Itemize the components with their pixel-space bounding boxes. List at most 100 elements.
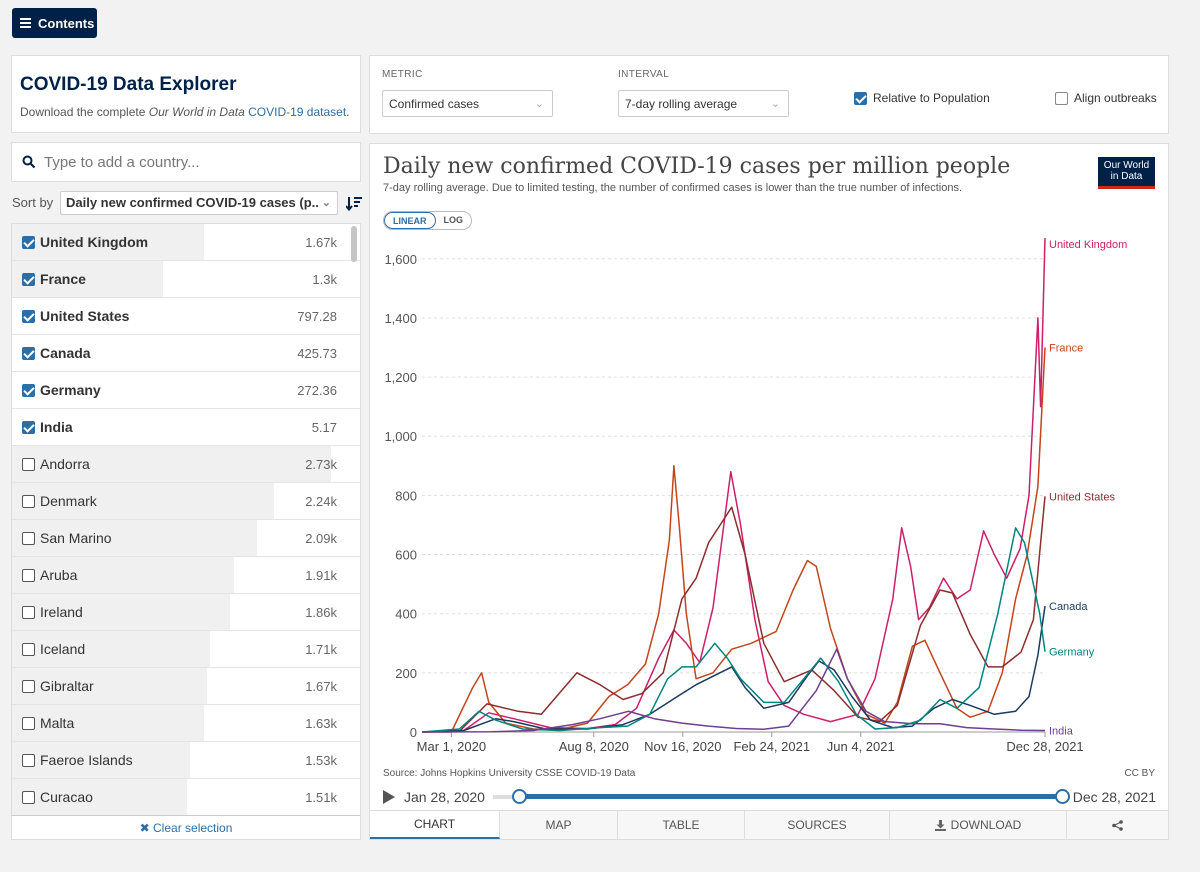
checkbox-checked-icon[interactable]: [22, 420, 35, 434]
checkbox-icon[interactable]: [22, 531, 35, 545]
share-button[interactable]: [1067, 811, 1168, 839]
interval-select[interactable]: 7-day rolling average ⌄: [618, 90, 789, 117]
checkbox-icon: [1055, 91, 1068, 105]
checkbox-icon[interactable]: [22, 753, 35, 767]
align-label: Align outbreaks: [1074, 91, 1157, 105]
country-row[interactable]: Andorra 2.73k: [12, 446, 360, 483]
country-value: 1.67k: [305, 678, 337, 694]
interval-label: INTERVAL: [618, 69, 670, 80]
scale-toggle[interactable]: LINEAR LOG: [383, 211, 472, 230]
checkbox-icon[interactable]: [22, 568, 35, 582]
chevron-down-icon: ⌄: [318, 195, 331, 209]
search-input[interactable]: Type to add a country...: [44, 153, 200, 171]
list-scrollbar[interactable]: [351, 226, 357, 262]
country-row[interactable]: Germany 272.36: [12, 372, 360, 409]
download-note: Download the complete Our World in Data …: [20, 105, 352, 119]
checkbox-icon[interactable]: [22, 642, 35, 656]
log-scale-button[interactable]: LOG: [443, 215, 464, 225]
checkbox-checked-icon[interactable]: [22, 235, 35, 249]
tab-map[interactable]: MAP: [500, 811, 618, 839]
country-row[interactable]: Aruba 1.91k: [12, 557, 360, 594]
checkbox-icon[interactable]: [22, 494, 35, 508]
timeline-range: [520, 794, 1064, 799]
checkbox-checked-icon[interactable]: [22, 346, 35, 360]
relative-to-population-checkbox[interactable]: Relative to Population: [854, 91, 990, 105]
country-row[interactable]: San Marino 2.09k: [12, 520, 360, 557]
sort-order-icon[interactable]: [346, 195, 362, 211]
chart-controls: METRIC Confirmed cases ⌄ INTERVAL 7-day r…: [369, 55, 1169, 134]
country-name: Andorra: [40, 456, 90, 472]
country-row[interactable]: India 5.17: [12, 409, 360, 446]
country-row[interactable]: Gibraltar 1.67k: [12, 668, 360, 705]
tab-sources[interactable]: SOURCES: [745, 811, 890, 839]
tab-download[interactable]: DOWNLOAD: [890, 811, 1067, 839]
y-tick-label: 800: [395, 488, 417, 503]
country-name: Denmark: [40, 493, 97, 509]
country-row[interactable]: Faeroe Islands 1.53k: [12, 742, 360, 779]
align-outbreaks-checkbox[interactable]: Align outbreaks: [1055, 91, 1157, 105]
timeline-start-handle[interactable]: [512, 789, 527, 804]
tab-chart[interactable]: CHART: [370, 811, 500, 839]
country-value: 1.63k: [305, 715, 337, 731]
share-icon: [1112, 819, 1123, 831]
country-row[interactable]: Ireland 1.86k: [12, 594, 360, 631]
x-tick-label: Aug 8, 2020: [559, 739, 629, 754]
country-name: Germany: [40, 382, 101, 398]
y-tick-label: 600: [395, 548, 417, 563]
metric-select[interactable]: Confirmed cases ⌄: [382, 90, 553, 117]
checkbox-checked-icon[interactable]: [22, 383, 35, 397]
value-bar: [12, 668, 207, 704]
country-row[interactable]: Denmark 2.24k: [12, 483, 360, 520]
clear-selection-button[interactable]: ✖ Clear selection: [11, 815, 361, 840]
checkbox-icon[interactable]: [22, 790, 35, 804]
checkbox-icon[interactable]: [22, 679, 35, 693]
dataset-link[interactable]: COVID-19 dataset: [244, 105, 347, 119]
license-label[interactable]: CC BY: [1124, 768, 1155, 779]
chart-panel: Daily new confirmed COVID-19 cases per m…: [369, 143, 1169, 840]
play-icon[interactable]: [383, 790, 395, 804]
checkbox-icon[interactable]: [22, 457, 35, 471]
checkbox-icon[interactable]: [22, 605, 35, 619]
timeline-end: Dec 28, 2021: [1072, 789, 1156, 805]
series-label: United Kingdom: [1049, 239, 1127, 251]
country-value: 425.73: [297, 345, 337, 361]
contents-button[interactable]: Contents: [12, 8, 97, 38]
metric-value: Confirmed cases: [389, 96, 480, 111]
series-line: [421, 527, 1046, 733]
checkbox-checked-icon: [854, 91, 867, 105]
timeline: Jan 28, 2020 Dec 28, 2021: [383, 787, 1158, 807]
country-value: 1.86k: [305, 604, 337, 620]
country-value: 2.09k: [305, 530, 337, 546]
country-row[interactable]: Canada 425.73: [12, 335, 360, 372]
checkbox-icon[interactable]: [22, 716, 35, 730]
country-row[interactable]: Iceland 1.71k: [12, 631, 360, 668]
y-tick-label: 400: [395, 607, 417, 622]
checkbox-checked-icon[interactable]: [22, 272, 35, 286]
chevron-down-icon: ⌄: [534, 98, 544, 110]
sort-select[interactable]: Daily new confirmed COVID-19 cases (p...…: [60, 190, 338, 215]
tab-table-label: TABLE: [662, 818, 700, 832]
x-tick-label: Nov 16, 2020: [644, 739, 721, 754]
linear-scale-button[interactable]: LINEAR: [384, 212, 436, 229]
country-row[interactable]: France 1.3k: [12, 261, 360, 298]
country-row[interactable]: Malta 1.63k: [12, 705, 360, 742]
timeline-end-handle[interactable]: [1055, 789, 1070, 804]
clear-selection-label: Clear selection: [153, 820, 233, 835]
checkbox-checked-icon[interactable]: [22, 309, 35, 323]
y-tick-label: 1,600: [384, 252, 417, 267]
country-row[interactable]: United States 797.28: [12, 298, 360, 335]
owid-logo[interactable]: Our World in Data: [1098, 157, 1155, 189]
series-line: [421, 496, 1046, 733]
value-bar: [12, 779, 187, 815]
y-tick-label: 0: [410, 725, 417, 740]
country-name: United States: [40, 308, 130, 324]
country-row[interactable]: Curacao 1.51k: [12, 779, 360, 815]
country-search[interactable]: Type to add a country...: [11, 142, 361, 182]
country-row[interactable]: United Kingdom 1.67k: [12, 224, 360, 261]
country-name: Aruba: [40, 567, 78, 583]
tab-download-label: DOWNLOAD: [950, 818, 1022, 832]
series-label: Germany: [1049, 647, 1095, 659]
relative-label: Relative to Population: [873, 91, 990, 105]
sort-selected: Daily new confirmed COVID-19 cases (p...: [66, 195, 323, 210]
tab-table[interactable]: TABLE: [618, 811, 745, 839]
